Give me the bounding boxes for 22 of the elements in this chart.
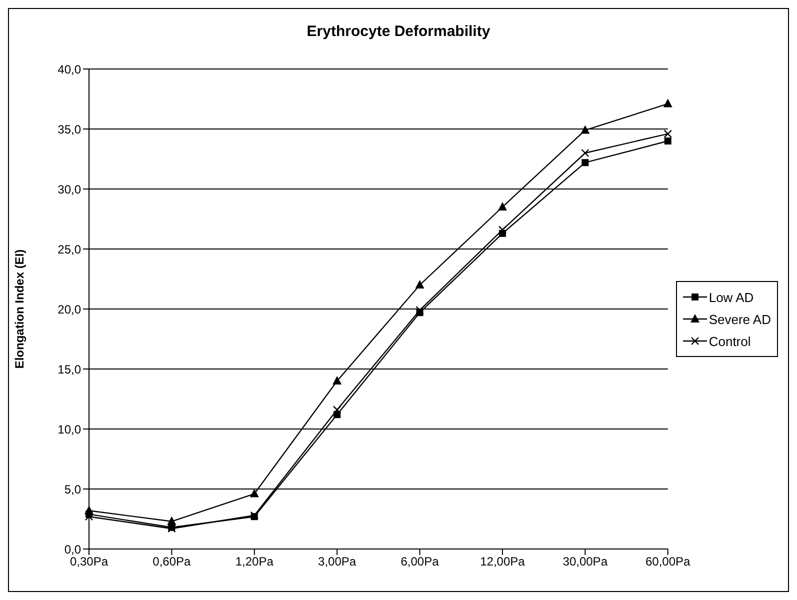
y-tick-label: 35,0	[58, 122, 82, 136]
y-tick-label: 30,0	[58, 182, 82, 196]
legend-label: Severe AD	[708, 312, 771, 326]
y-tick-label: 0,0	[64, 542, 82, 556]
chart-title: Erythrocyte Deformability	[306, 22, 492, 42]
y-tick-label: 10,0	[58, 422, 82, 436]
x-tick-label: 60,00Pa	[645, 554, 691, 569]
x-tick-label: 3,00Pa	[318, 554, 356, 569]
x-tick-label: 1,20Pa	[235, 554, 274, 569]
y-tick-label: 15,0	[58, 362, 82, 376]
x-tick-label: 30,00Pa	[562, 554, 608, 569]
y-tick-label: 20,0	[58, 302, 82, 316]
x-tick-label: 12,00Pa	[480, 554, 526, 569]
legend-label: Low AD	[708, 290, 754, 304]
y-tick-label: 5,0	[64, 482, 82, 496]
y-tick-label: 40,0	[58, 62, 82, 76]
legend-label: Control	[708, 334, 751, 348]
y-axis-title: Elongation Index (EI)	[12, 249, 26, 369]
x-tick-label: 0,30Pa	[70, 554, 108, 569]
x-tick-label: 6,00Pa	[400, 554, 440, 569]
y-tick-label: 25,0	[58, 242, 82, 256]
x-tick-label: 0,60Pa	[152, 554, 192, 569]
